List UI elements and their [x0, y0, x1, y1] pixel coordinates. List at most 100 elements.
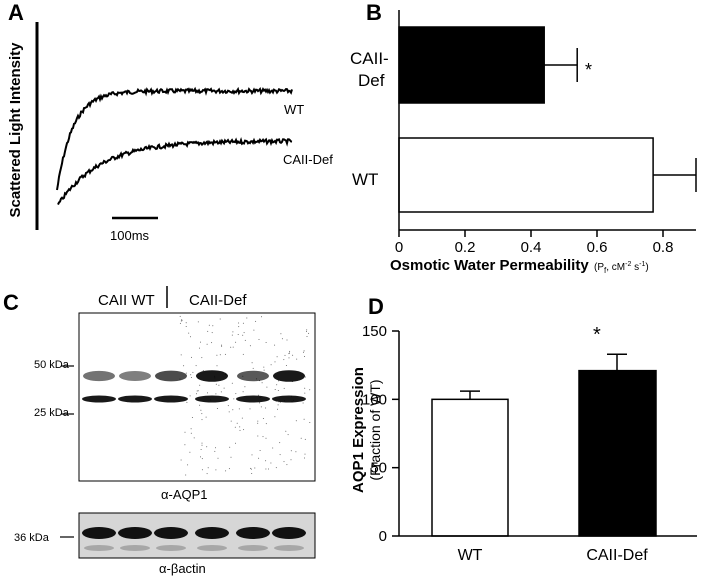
blot-speckle	[235, 442, 236, 444]
blot-speckle	[201, 413, 203, 415]
b-bar-caii-def	[398, 26, 545, 104]
blot-speckle	[208, 324, 210, 326]
blot-speckle	[206, 446, 208, 448]
b-x-tick-label: 0.4	[521, 239, 542, 256]
blot-speckle	[207, 467, 209, 469]
blot-speckle	[306, 336, 308, 337]
blot-speckle	[185, 322, 187, 324]
blot-speckle	[215, 447, 216, 449]
blot-speckle	[190, 336, 191, 338]
blot-speckle	[281, 338, 283, 340]
blot-speckle	[258, 457, 260, 459]
panel-c-letter: C	[3, 290, 19, 315]
blot-speckle	[277, 390, 279, 391]
group-label-caii-def: CAII-Def	[189, 292, 247, 309]
blot-speckle	[222, 371, 224, 373]
blot-speckle	[185, 326, 187, 327]
aqp1-blot-frame	[78, 312, 316, 482]
blot-speckle	[223, 387, 225, 389]
actin-faint-band	[156, 545, 186, 551]
b-x-tick-label: 0.2	[455, 239, 476, 256]
b-x-tick-label: 0	[395, 239, 403, 256]
blot-speckle	[259, 402, 261, 404]
aqp1-core-band	[118, 395, 152, 403]
b-category-caii-line2: Def	[358, 71, 385, 90]
blot-speckle	[265, 423, 267, 425]
marker-25kda: 25 kDa	[34, 407, 70, 419]
blot-speckle	[274, 361, 276, 363]
b-category-caii-line1: CAII-	[350, 49, 389, 68]
marker-50kda: 50 kDa	[34, 359, 70, 371]
blot-speckle	[224, 374, 226, 375]
blot-speckle	[234, 426, 236, 428]
blot-speckle	[207, 392, 208, 394]
blot-speckle	[187, 464, 189, 466]
blot-speckle	[190, 428, 192, 430]
caii-def-trace	[57, 136, 293, 206]
blot-speckle	[275, 400, 277, 402]
blot-speckle	[183, 365, 185, 367]
b-x-tick-label: 0.8	[653, 239, 674, 256]
blot-speckle	[303, 351, 304, 353]
blot-speckle	[252, 367, 254, 369]
blot-speckle	[266, 386, 268, 388]
blot-speckle	[258, 339, 260, 340]
blot-speckle	[211, 342, 213, 344]
blot-speckle	[238, 408, 240, 410]
blot-speckle	[193, 437, 195, 439]
blot-speckle	[292, 354, 294, 356]
blot-speckle	[180, 459, 182, 461]
blot-speckle	[202, 370, 204, 371]
blot-speckle	[201, 458, 203, 460]
blot-speckle	[287, 434, 289, 436]
d-ylabel: AQP1 Expression	[350, 367, 367, 493]
blot-speckle	[304, 453, 306, 455]
blot-speckle	[184, 431, 186, 433]
panel-b-letter: B	[366, 0, 382, 25]
blot-speckle	[205, 416, 207, 418]
blot-speckle	[242, 375, 244, 377]
actin-band	[118, 527, 152, 539]
blot-speckle	[184, 444, 186, 446]
blot-speckle	[280, 401, 281, 403]
blot-speckle	[304, 438, 306, 440]
b-bar-wt	[398, 137, 654, 213]
blot-speckle	[190, 374, 192, 376]
blot-speckle	[251, 473, 253, 474]
aqp1-core-band	[195, 395, 229, 403]
blot-speckle	[221, 344, 223, 346]
blot-speckle	[196, 393, 197, 395]
blot-speckle	[197, 321, 199, 323]
blot-speckle	[216, 408, 218, 409]
blot-speckle	[196, 390, 198, 392]
blot-speckle	[218, 384, 220, 386]
blot-speckle	[235, 393, 237, 395]
blot-speckle	[274, 416, 276, 418]
blot-speckle	[274, 344, 276, 346]
actin-band	[236, 527, 270, 539]
blot-speckle	[236, 422, 238, 424]
blot-speckle	[255, 320, 257, 322]
blot-speckle	[249, 408, 251, 410]
blot-speckle	[263, 366, 265, 368]
blot-speckle	[199, 384, 201, 386]
blot-speckle	[231, 382, 233, 384]
blot-speckle	[304, 376, 306, 378]
blot-speckle	[214, 450, 216, 452]
aqp1-core-band	[272, 395, 306, 403]
blot-speckle	[201, 469, 203, 471]
blot-speckle	[235, 341, 237, 343]
blot-speckle	[238, 326, 240, 328]
blot-speckle	[286, 464, 288, 466]
blot-speckle	[201, 419, 203, 421]
blot-speckle	[304, 457, 305, 459]
blot-speckle	[199, 404, 201, 406]
blot-speckle	[291, 395, 292, 397]
blot-speckle	[206, 473, 208, 475]
blot-speckle	[201, 357, 203, 359]
actin-faint-band	[197, 545, 227, 551]
blot-speckle	[276, 384, 278, 386]
blot-speckle	[210, 399, 212, 401]
blot-speckle	[283, 359, 285, 361]
